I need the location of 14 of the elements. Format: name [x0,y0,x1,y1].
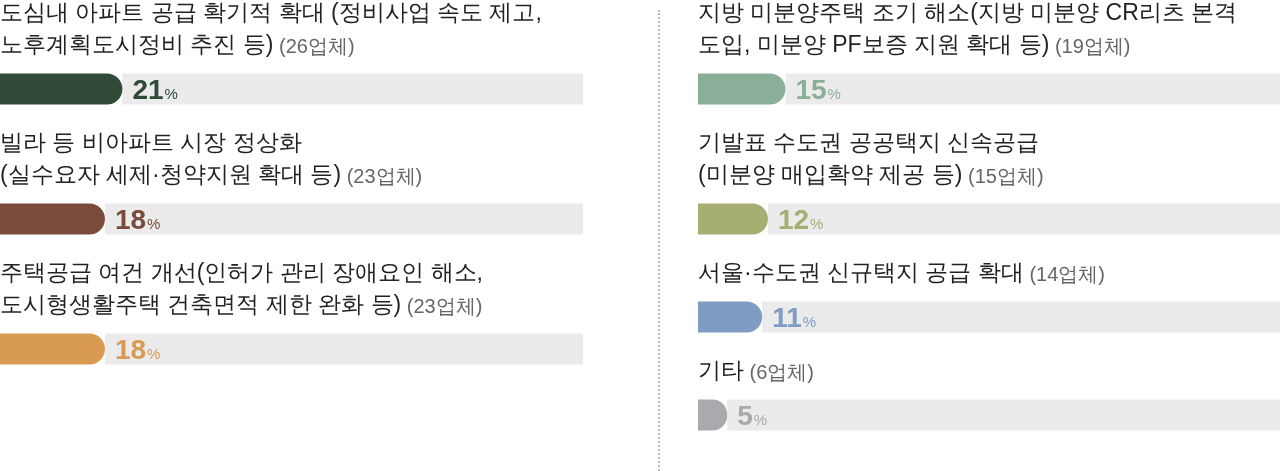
y-tick-label: 주택공급 여건 개선(인허가 관리 장애요인 해소, 도시형생활주택 건축면적 제한 완화 등) (23업체) [0,259,483,318]
y-tick-label: 도심내 아파트 공급 확기적 확대 (정비사업 속도 제고, 노후계획도시정비 추진 등) (26업체) [0,0,542,58]
data-label: 18% [114,334,161,365]
y-tick-label: 기발표 수도권 공공택지 신속공급 (미분양 매입확약 제공 등) (15업체) [698,129,1044,188]
y-tick-label: 빌라 등 비아파트 시장 정상화 (실수요자 세제·청약지원 확대 등) (23업체) [0,129,423,188]
data-label: 11% [772,302,817,333]
y-tick-label: 기타 (6업체) [698,357,814,384]
y-tick-label: 서울·수도권 신규택지 공급 확대 (14업체) [698,259,1105,286]
data-label: 15% [795,74,841,105]
y-tick-label: 지방 미분양주택 조기 해소(지방 미분양 CR리츠 본격 도입, 미분양 PF보증 지원 확대 등) (19업체) [698,0,1238,58]
data-label: 12% [777,204,824,235]
data-label: 21% [132,74,178,105]
data-label: 5% [737,400,768,431]
data-label: 18% [114,204,161,235]
